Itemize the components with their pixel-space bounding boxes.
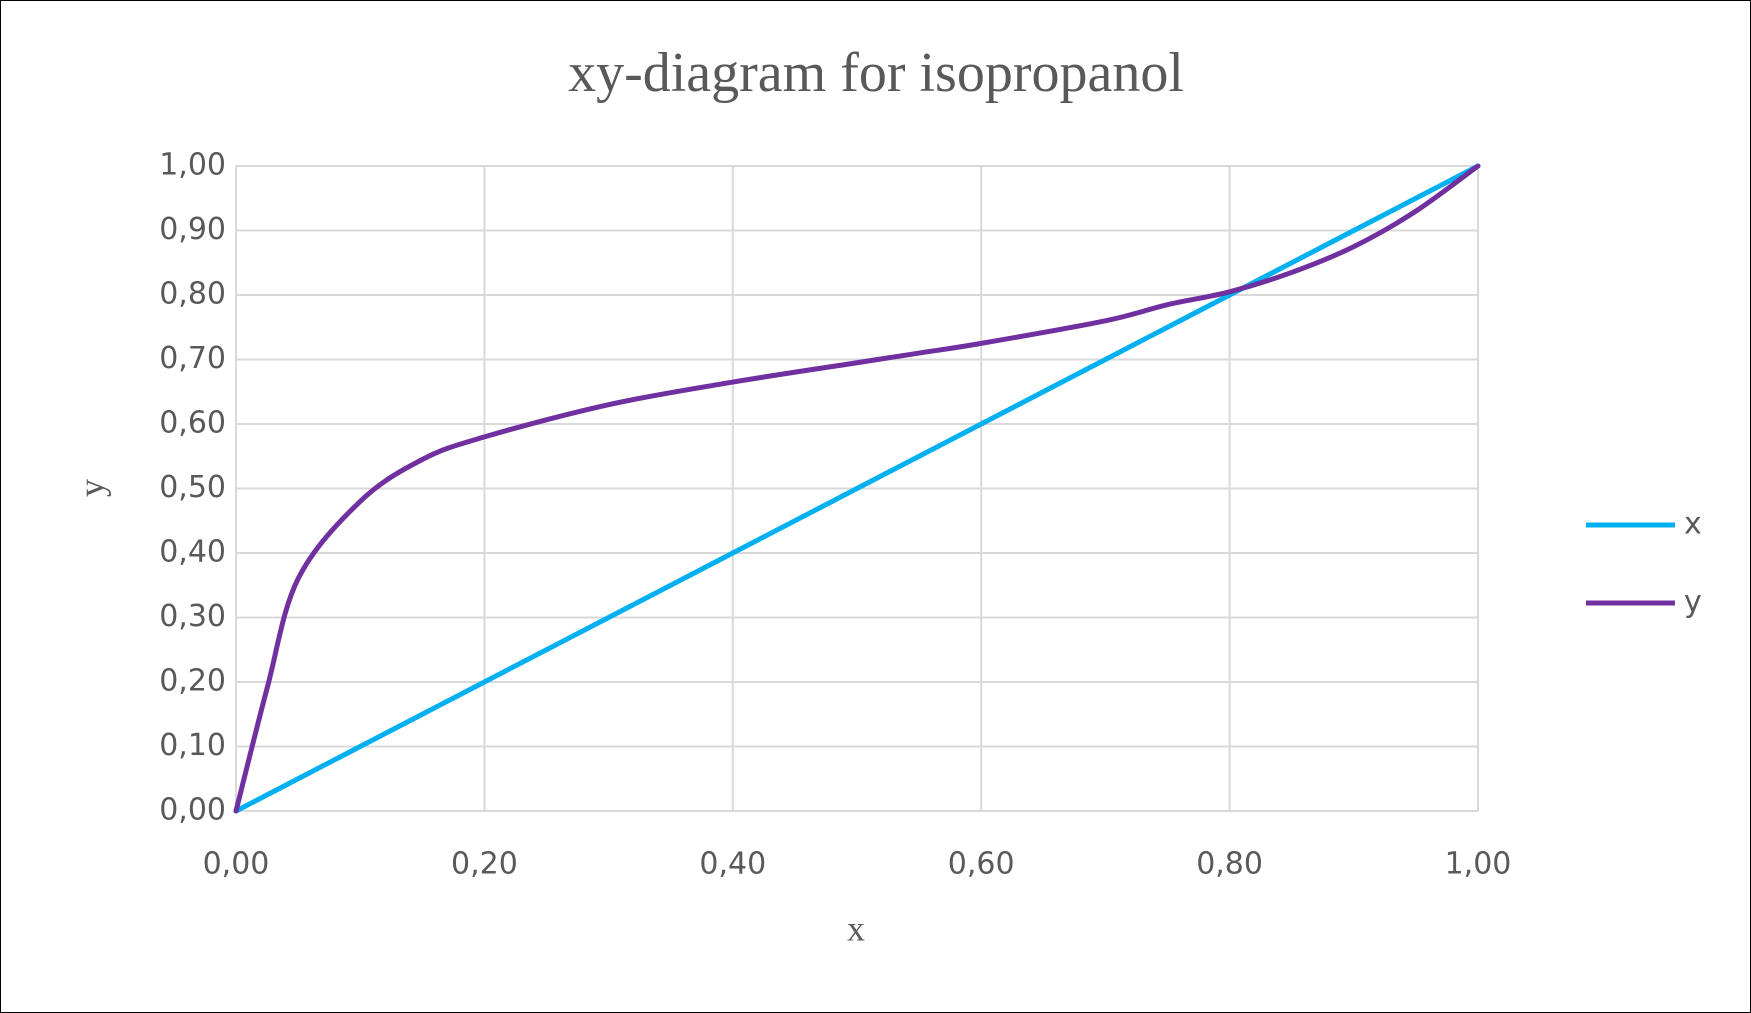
y-tick-label: 1,00 (159, 148, 226, 183)
series-line (233, 163, 1481, 814)
x-tick-label: 0,80 (1196, 847, 1263, 882)
y-tick-label: 0,80 (159, 277, 226, 312)
x-tick-label: 0,20 (451, 847, 518, 882)
x-tick-label: 0,40 (699, 847, 766, 882)
x-axis-title: x (847, 908, 865, 948)
y-axis-title: y (71, 479, 111, 497)
x-tick-label: 1,00 (1445, 847, 1512, 882)
series-line (233, 163, 1481, 814)
y-tick-label: 0,30 (159, 599, 226, 634)
y-tick-label: 0,90 (159, 212, 226, 247)
y-tick-label: 0,50 (159, 470, 226, 505)
chart-title: xy-diagram for isopropanol (568, 42, 1184, 104)
y-tick-label: 0,00 (159, 793, 226, 828)
y-tick-label: 0,60 (159, 406, 226, 441)
legend-label: x (1684, 507, 1702, 542)
y-tick-label: 0,40 (159, 535, 226, 570)
y-tick-label: 0,70 (159, 341, 226, 376)
y-tick-label: 0,20 (159, 664, 226, 699)
legend-label: y (1684, 585, 1702, 620)
x-tick-label: 0,60 (948, 847, 1015, 882)
x-tick-label: 0,00 (203, 847, 270, 882)
y-tick-label: 0,10 (159, 728, 226, 763)
